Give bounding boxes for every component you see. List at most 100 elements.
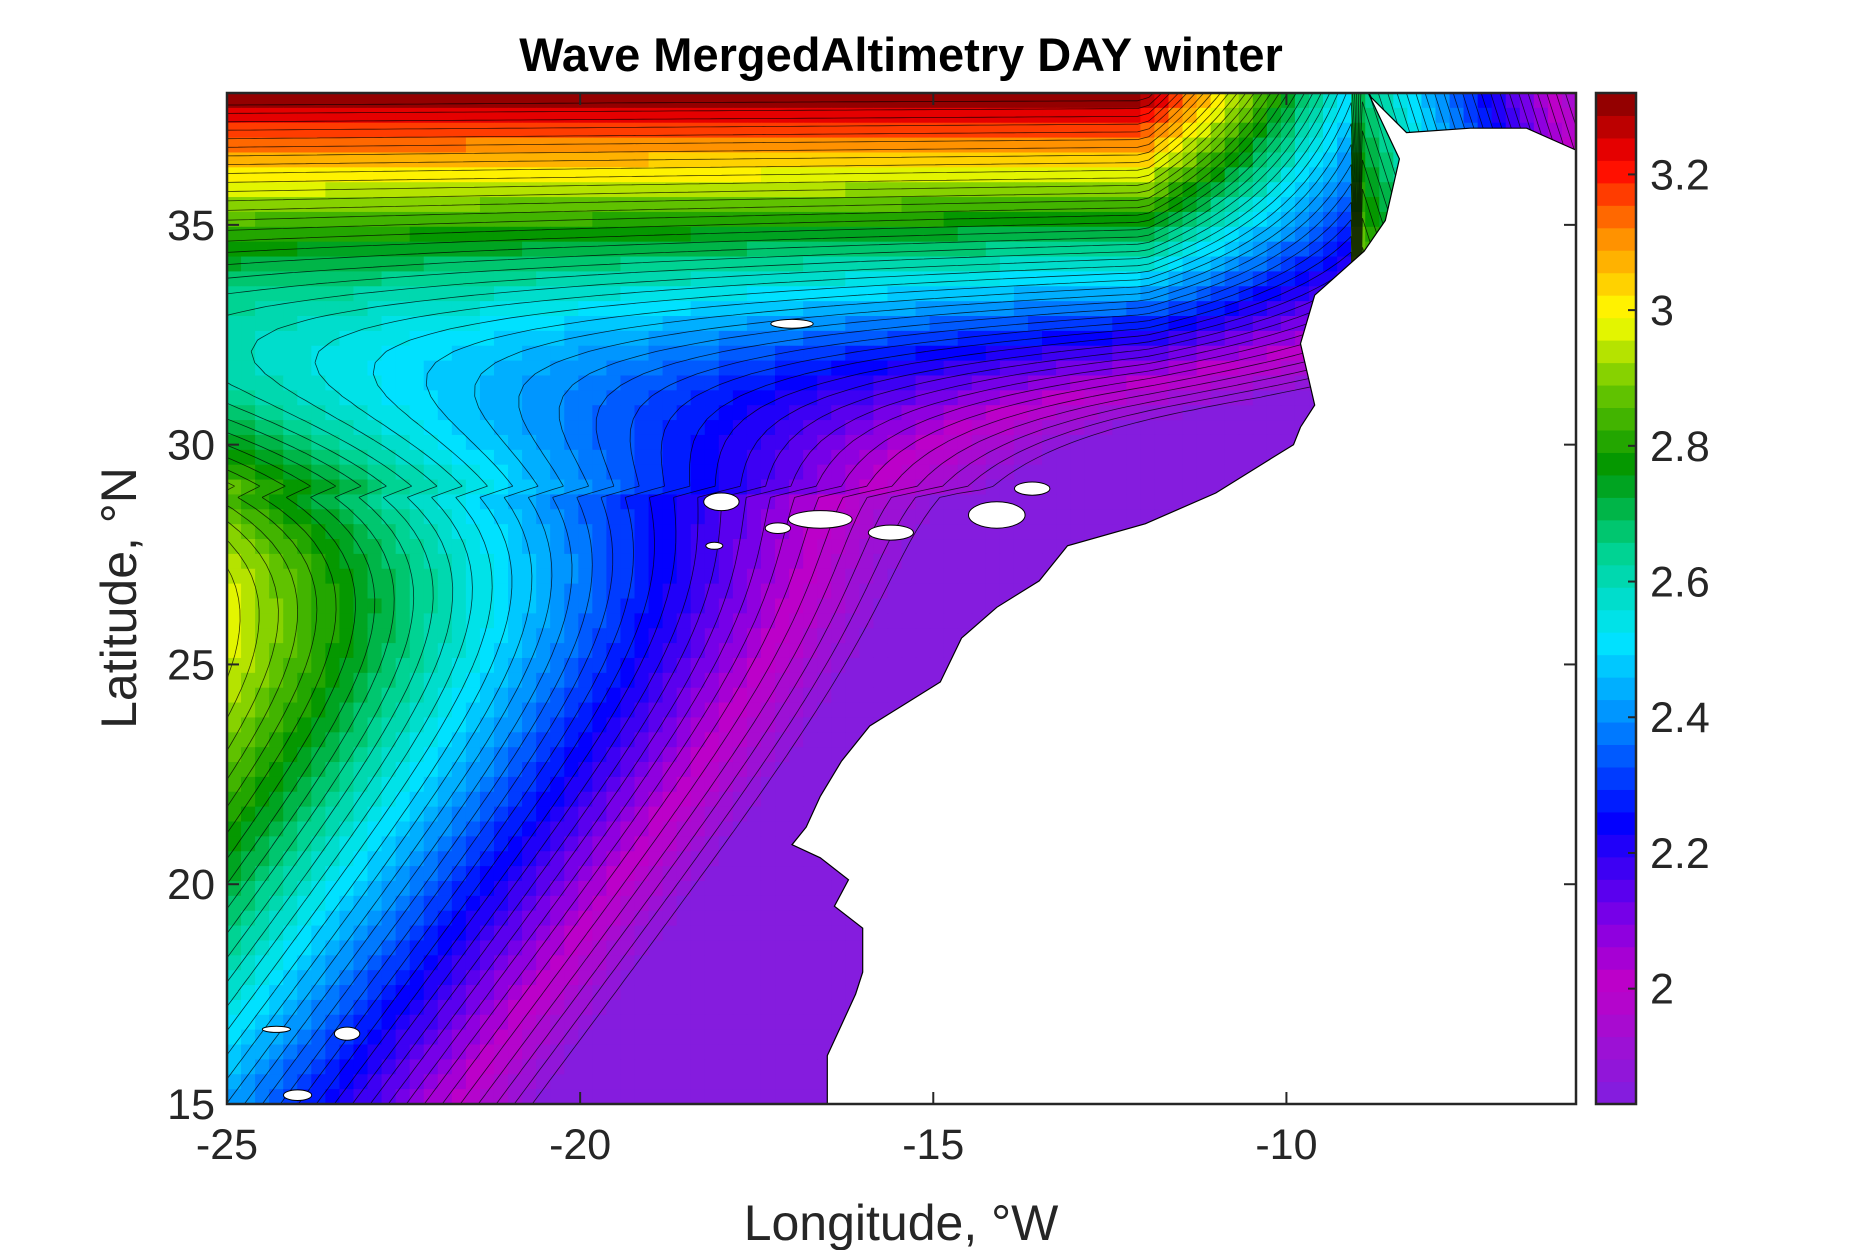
field-cell bbox=[775, 583, 790, 600]
field-cell bbox=[704, 241, 720, 258]
field-cell bbox=[901, 286, 917, 302]
field-cell bbox=[746, 851, 762, 867]
field-cell bbox=[451, 286, 467, 302]
field-cell bbox=[325, 553, 341, 570]
field-cell bbox=[746, 256, 762, 273]
field-cell bbox=[957, 613, 973, 629]
field-cell bbox=[1294, 107, 1310, 124]
field-cell bbox=[536, 568, 551, 585]
field-cell bbox=[1266, 137, 1282, 154]
field-cell bbox=[536, 657, 551, 674]
field-cell bbox=[578, 851, 593, 867]
field-cell bbox=[985, 137, 1001, 154]
field-cell bbox=[592, 851, 607, 867]
field-cell bbox=[1140, 286, 1156, 302]
field-cell bbox=[1168, 197, 1184, 213]
field-cell bbox=[620, 256, 636, 273]
field-cell bbox=[1294, 226, 1310, 243]
field-cell bbox=[1154, 167, 1170, 183]
field-cell bbox=[648, 702, 664, 719]
field-cell bbox=[634, 330, 650, 347]
field-cell bbox=[803, 762, 818, 778]
field-cell bbox=[1323, 241, 1338, 258]
field-cell bbox=[1224, 182, 1240, 198]
field-cell bbox=[929, 434, 945, 451]
field-cell bbox=[718, 643, 734, 659]
field-cell bbox=[465, 93, 481, 109]
field-cell bbox=[831, 226, 846, 243]
field-cell bbox=[606, 330, 622, 347]
field-cell bbox=[1140, 330, 1156, 347]
field-cell bbox=[760, 226, 776, 243]
field-cell bbox=[845, 197, 860, 213]
field-cell bbox=[437, 434, 453, 451]
field-cell bbox=[1056, 494, 1071, 510]
field-cell bbox=[423, 434, 439, 451]
field-cell bbox=[845, 286, 860, 302]
field-cell bbox=[423, 390, 439, 406]
field-cell bbox=[493, 122, 509, 139]
field-cell bbox=[1027, 524, 1043, 540]
field-cell bbox=[493, 657, 509, 674]
field-cell bbox=[479, 316, 495, 332]
field-cell bbox=[367, 241, 383, 258]
field-cell bbox=[437, 420, 453, 436]
field-cell bbox=[1266, 122, 1282, 139]
field-cell bbox=[1013, 524, 1029, 540]
field-cell bbox=[465, 375, 481, 391]
field-cell bbox=[873, 420, 889, 436]
field-cell bbox=[718, 360, 734, 377]
field-cell bbox=[241, 226, 256, 243]
field-cell bbox=[1070, 152, 1085, 168]
field-cell bbox=[1070, 122, 1085, 139]
field-cell bbox=[479, 330, 495, 347]
field-cell bbox=[479, 137, 495, 154]
field-cell bbox=[522, 211, 537, 228]
field-cell bbox=[887, 182, 903, 198]
field-cell bbox=[1266, 390, 1282, 406]
field-cell bbox=[227, 657, 242, 674]
field-cell bbox=[662, 672, 678, 689]
field-cell bbox=[662, 107, 678, 124]
field-cell bbox=[1168, 93, 1184, 109]
field-cell bbox=[311, 434, 326, 451]
field-cell bbox=[409, 747, 425, 763]
field-cell bbox=[241, 390, 256, 406]
field-cell bbox=[1210, 330, 1226, 347]
field-cell bbox=[690, 449, 706, 466]
field-cell bbox=[803, 747, 818, 763]
field-cell bbox=[1379, 167, 1394, 183]
field-cell bbox=[1154, 449, 1170, 466]
field-cell bbox=[1042, 182, 1057, 198]
field-cell bbox=[564, 464, 579, 481]
field-cell bbox=[592, 434, 607, 451]
field-cell bbox=[732, 747, 748, 763]
field-cell bbox=[227, 330, 242, 347]
field-cell bbox=[423, 851, 439, 867]
field-cell bbox=[325, 747, 341, 763]
field-cell bbox=[690, 316, 706, 332]
field-cell bbox=[620, 405, 636, 421]
field-cell bbox=[395, 122, 411, 139]
field-cell bbox=[676, 375, 692, 391]
field-cell bbox=[409, 553, 425, 570]
field-cell bbox=[704, 806, 720, 823]
field-cell bbox=[255, 375, 270, 391]
field-cell bbox=[704, 643, 720, 659]
field-cell bbox=[437, 747, 453, 763]
field-cell bbox=[971, 553, 987, 570]
field-cell bbox=[704, 836, 720, 852]
field-cell bbox=[592, 791, 607, 808]
field-cell bbox=[508, 776, 523, 793]
field-cell bbox=[550, 271, 565, 287]
field-cell bbox=[943, 598, 959, 614]
field-cell bbox=[1280, 330, 1296, 347]
field-cell bbox=[297, 286, 312, 302]
field-cell bbox=[536, 390, 551, 406]
field-cell bbox=[311, 583, 326, 600]
field-cell bbox=[943, 182, 959, 198]
field-cell bbox=[634, 271, 650, 287]
field-cell bbox=[718, 524, 734, 540]
field-cell bbox=[409, 152, 425, 168]
field-cell bbox=[592, 93, 607, 109]
